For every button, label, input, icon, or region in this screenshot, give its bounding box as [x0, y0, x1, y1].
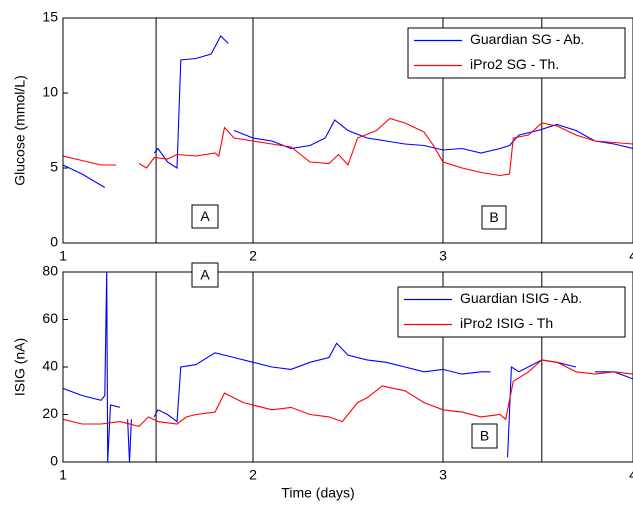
x-tick-label: 2 [249, 248, 257, 264]
series-line [63, 117, 633, 177]
y-tick-label: 15 [42, 9, 58, 25]
annotation-box [191, 204, 219, 229]
series-line [63, 359, 633, 428]
legend-box [407, 27, 626, 79]
legend-label: iPro2 SG - Th. [470, 56, 559, 72]
plot-frame [62, 17, 633, 244]
y-tick-label: 60 [42, 310, 58, 326]
annotation-box [191, 262, 219, 288]
legend-label: Guardian SG - Ab. [470, 31, 584, 47]
x-tick-label: 3 [439, 467, 447, 483]
y-axis-label: ISIG (nA) [12, 338, 28, 396]
x-tick-label: 3 [439, 248, 447, 264]
y-tick-label: 0 [50, 453, 58, 469]
annotation-box [481, 205, 507, 230]
x-tick-label: 1 [59, 467, 67, 483]
x-tick-label: 4 [629, 467, 633, 483]
y-axis-label: Glucose (mmol/L) [12, 75, 28, 185]
annotation-box [471, 423, 498, 449]
legend: Guardian ISIG - Ab. iPro2 ISIG - Th [397, 286, 626, 338]
annotation: A [200, 267, 210, 283]
series-line [63, 35, 633, 188]
series-line [63, 272, 633, 462]
y-tick-label: 20 [42, 405, 58, 421]
x-tick-label: 2 [249, 467, 257, 483]
plot-lines [63, 35, 633, 188]
plot-frame [62, 271, 633, 463]
annotation: A [200, 208, 210, 224]
x-tick-label: 4 [629, 248, 633, 264]
legend-label: Guardian ISIG - Ab. [460, 290, 582, 306]
x-axis-label: Time (days) [281, 485, 354, 501]
y-tick-label: 80 [42, 263, 58, 279]
y-tick-label: 0 [50, 234, 58, 250]
y-tick-label: 10 [42, 84, 58, 100]
y-tick-label: 40 [42, 358, 58, 374]
plot-lines [63, 272, 633, 462]
x-tick-label: 1 [59, 248, 67, 264]
annotation: B [489, 209, 498, 225]
legend-box [397, 286, 626, 338]
y-tick-label: 5 [50, 159, 58, 175]
legend: Guardian SG - Ab. iPro2 SG - Th. [407, 27, 626, 79]
legend-label: iPro2 ISIG - Th [460, 315, 553, 331]
annotation: B [480, 428, 489, 444]
